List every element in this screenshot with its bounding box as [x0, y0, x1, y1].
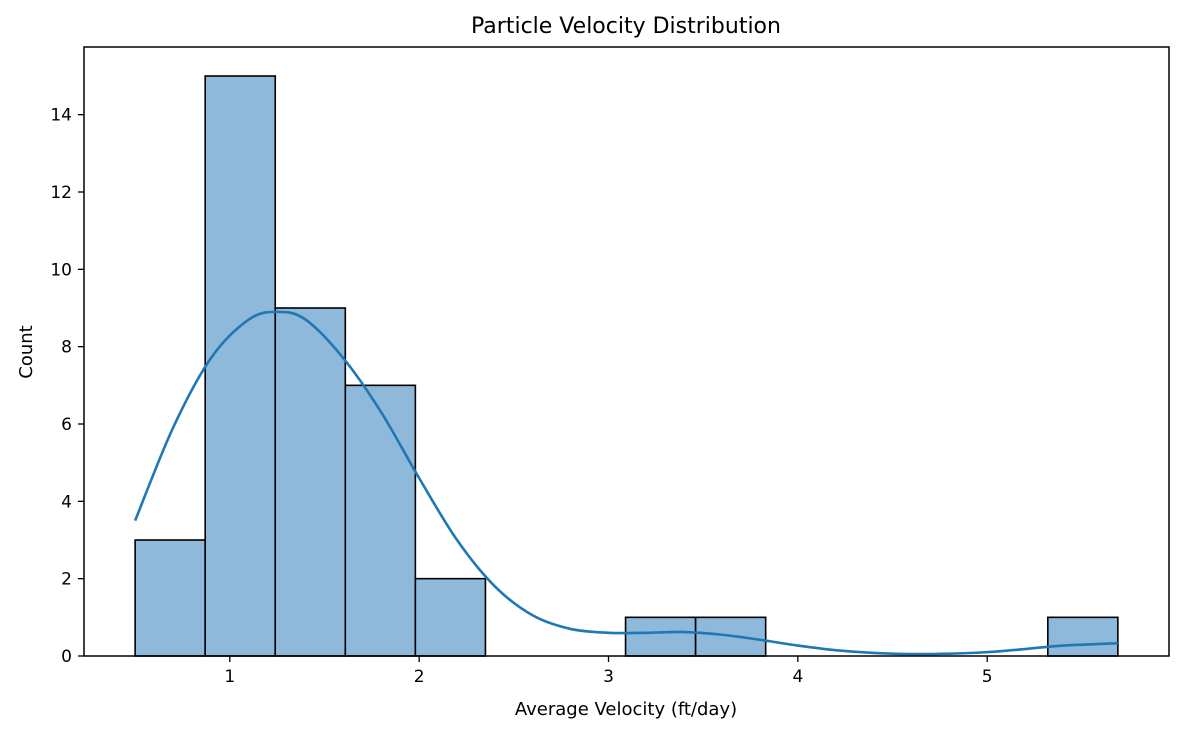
x-tick-label: 2 — [414, 667, 425, 687]
y-tick-label: 14 — [50, 106, 72, 126]
y-tick-label: 2 — [61, 570, 72, 590]
x-axis-ticks: 1 2 3 4 5 — [224, 656, 993, 687]
histogram-bar-4 — [414, 577, 487, 657]
histogram-bar-13 — [1047, 616, 1119, 657]
histogram-bar-2 — [274, 307, 347, 657]
histogram-bar-3 — [344, 384, 417, 657]
y-tick-label: 10 — [50, 260, 72, 280]
x-tick-label: 1 — [224, 667, 235, 687]
y-tick-label: 12 — [50, 183, 72, 203]
kde-curve — [133, 310, 1118, 656]
y-axis-label: Count — [16, 325, 37, 378]
bars-group — [134, 75, 1119, 657]
y-tick-label: 6 — [61, 415, 72, 435]
histogram-bar-0 — [134, 539, 206, 657]
histogram-bar-7 — [624, 616, 697, 657]
y-tick-label: 0 — [61, 647, 72, 667]
histogram-bar-1 — [204, 75, 277, 657]
y-tick-label: 4 — [61, 492, 72, 512]
x-tick-label: 5 — [982, 667, 993, 687]
chart-title: Particle Velocity Distribution — [471, 14, 781, 39]
y-axis-ticks: 0 2 4 6 8 10 12 14 — [50, 106, 84, 667]
x-tick-label: 4 — [792, 667, 803, 687]
x-tick-label: 3 — [603, 667, 614, 687]
y-tick-label: 8 — [61, 338, 72, 358]
plot-frame — [83, 46, 1170, 657]
x-axis-label: Average Velocity (ft/day) — [515, 699, 737, 720]
